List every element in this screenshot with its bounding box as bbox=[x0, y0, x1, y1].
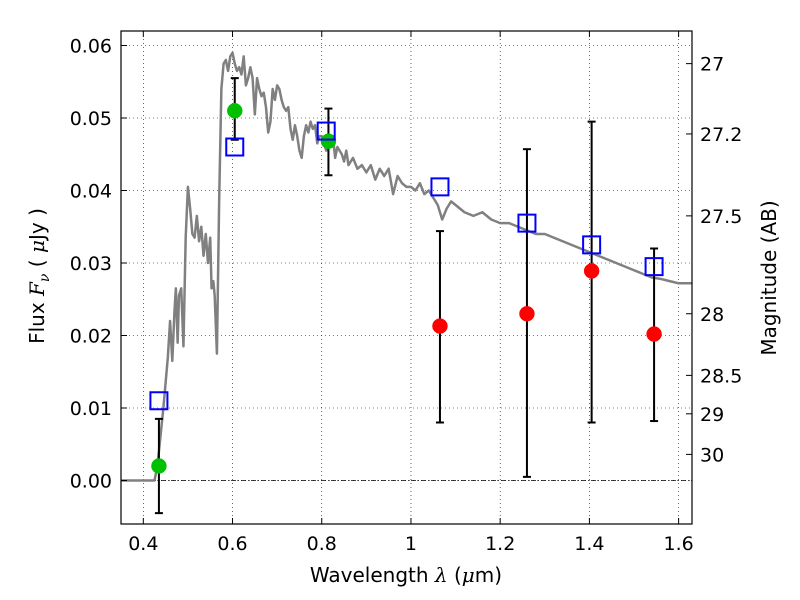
x-tick-label: 0.8 bbox=[307, 533, 337, 555]
sed-curve bbox=[121, 51, 692, 482]
detection-point bbox=[227, 103, 243, 119]
model-square-marker bbox=[582, 235, 602, 255]
plot-frame bbox=[120, 30, 693, 525]
right-tick-label: 30 bbox=[700, 444, 724, 466]
y-tick-label: 0.02 bbox=[70, 326, 112, 348]
y-axis-title: Flux Fν ( μJy ) bbox=[25, 208, 54, 344]
detection-point bbox=[320, 133, 337, 149]
model-square-marker bbox=[149, 391, 169, 411]
x-axis-title: Wavelength λ (μm) bbox=[310, 563, 502, 587]
right-axis-title: Magnitude (AB) bbox=[757, 200, 781, 355]
x-tick-label: 1.6 bbox=[664, 533, 694, 555]
right-tick-label: 27.5 bbox=[700, 206, 742, 228]
ticks bbox=[121, 31, 692, 524]
upper-limit-point bbox=[583, 263, 600, 279]
upper-limit-point bbox=[519, 306, 535, 322]
right-tick-label: 28.5 bbox=[700, 365, 742, 387]
upper-limit-point bbox=[432, 318, 448, 334]
tick-labels: 0.4 0.6 0.8 1 1.2 1.4 1.6 0.00 0.01 0.02 0.03 0.04 0… bbox=[70, 36, 743, 556]
y-tick-label: 0.03 bbox=[70, 253, 112, 275]
y-tick-label: 0.05 bbox=[70, 108, 112, 130]
upper-limit-point bbox=[646, 326, 662, 342]
x-tick-label: 1.4 bbox=[574, 533, 604, 555]
model-square-marker bbox=[517, 213, 537, 233]
x-tick-label: 0.6 bbox=[217, 533, 247, 555]
model-square-marker bbox=[430, 177, 450, 197]
right-tick-label: 29 bbox=[700, 404, 724, 426]
y-tick-label: 0.06 bbox=[70, 36, 112, 58]
x-tick-label: 1.2 bbox=[485, 533, 515, 555]
y-tick-label: 0.01 bbox=[70, 398, 112, 420]
model-square-marker bbox=[316, 121, 336, 141]
model-square-marker bbox=[644, 257, 664, 277]
right-tick-label: 28 bbox=[700, 304, 724, 326]
right-tick-label: 27.2 bbox=[700, 124, 742, 146]
y-tick-label: 0.04 bbox=[70, 181, 112, 203]
x-tick-label: 1 bbox=[405, 533, 417, 555]
sed-group bbox=[121, 51, 692, 482]
x-tick-label: 0.4 bbox=[128, 533, 158, 555]
detection-point bbox=[151, 458, 167, 474]
y-tick-label: 0.00 bbox=[70, 471, 112, 493]
right-tick-label: 27 bbox=[700, 54, 724, 76]
markers bbox=[149, 103, 664, 474]
model-square-marker bbox=[225, 137, 245, 157]
